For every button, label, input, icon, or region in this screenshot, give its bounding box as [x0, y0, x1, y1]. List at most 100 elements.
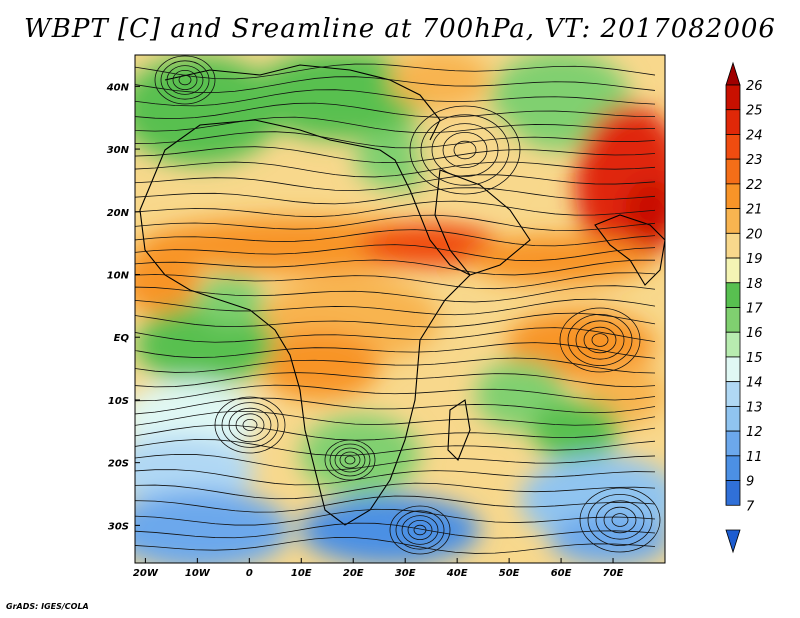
- streamline-vortex: [166, 65, 204, 95]
- colorbar-swatch: [725, 109, 741, 135]
- colorbar-swatch: [725, 183, 741, 210]
- streamline-vortex: [431, 123, 499, 177]
- streamline-vortex: [329, 443, 371, 477]
- streamline-vortex: [442, 131, 488, 168]
- streamline: [135, 187, 656, 205]
- map-frame: [134, 54, 666, 564]
- colorbar-label: 17: [746, 302, 763, 317]
- colorbar-label: 19: [746, 252, 763, 267]
- x-tick-label: 0: [246, 568, 253, 579]
- colorbar: 26 25 24 23 22 21 20 19 18 17 16 15 14 13 12 11 9 7: [725, 61, 763, 554]
- x-tick-label: 30E: [395, 568, 416, 579]
- streamline: [135, 89, 656, 107]
- colorbar-label: 20: [746, 227, 763, 242]
- x-axis: 20W 10W 0 10E 20E 30E 40E 50E 60E 70E: [133, 558, 624, 579]
- x-tick-label: 20E: [343, 568, 364, 579]
- streamline-vortex: [178, 74, 192, 86]
- africa-coastline: [139, 119, 471, 526]
- x-tick-label: 70E: [603, 568, 624, 579]
- colorbar-swatch: [725, 307, 741, 333]
- colorbar-label: 9: [746, 475, 754, 490]
- streamline: [135, 116, 656, 134]
- colorbar-swatch: [725, 529, 741, 554]
- streamline-vortex: [324, 439, 376, 481]
- streamline-vortex: [413, 524, 427, 536]
- x-tick-label: 40E: [446, 568, 468, 579]
- streamline: [135, 174, 656, 192]
- colorbar-swatch: [725, 405, 741, 432]
- streamline-vortex: [579, 487, 661, 553]
- colorbar-swatch: [725, 232, 741, 259]
- streamline: [135, 327, 656, 343]
- streamline-vortex: [453, 140, 477, 160]
- colorbar-label: 21: [746, 203, 763, 218]
- colorbar-label: 15: [746, 351, 763, 366]
- colorbar-swatch: [725, 208, 741, 234]
- streamline-vortex: [575, 320, 625, 360]
- colorbar-label: 18: [746, 277, 763, 292]
- colorbar-label: 11: [746, 450, 763, 465]
- streamline: [135, 272, 656, 290]
- streamline-vortex: [611, 513, 629, 527]
- streamline-vortex: [389, 505, 451, 555]
- colorbar-label: 22: [746, 178, 763, 193]
- streamline: [135, 397, 656, 415]
- y-axis: 40N 30N 20N 10N EQ 10S 20S 30S: [106, 82, 140, 532]
- streamline-vortex: [339, 451, 361, 469]
- streamline: [135, 102, 656, 120]
- streamline: [135, 537, 656, 554]
- streamline-vortex: [401, 515, 439, 545]
- streamline: [135, 410, 656, 426]
- streamline: [135, 214, 656, 232]
- streamline-vortex: [344, 455, 356, 465]
- streamline-vortex: [172, 70, 198, 91]
- europe-coastline: [164, 64, 441, 141]
- y-tick-label: EQ: [114, 333, 130, 344]
- colorbar-label: 12: [746, 425, 763, 440]
- arabia-coastline: [434, 169, 531, 276]
- streamline-vortex: [242, 418, 258, 431]
- streamline: [135, 508, 656, 526]
- x-tick-label: 10E: [291, 568, 312, 579]
- y-tick-label: 20N: [107, 208, 130, 219]
- streamline: [135, 384, 656, 402]
- colorbar-swatch: [725, 158, 741, 185]
- streamline-vortex: [587, 493, 653, 546]
- colorbar-swatch: [725, 257, 741, 284]
- colorbar-label: 25: [746, 104, 763, 119]
- streamline: [135, 131, 656, 149]
- streamline-vortex: [591, 333, 609, 347]
- streamline-vortex: [160, 60, 210, 100]
- x-tick-label: 60E: [551, 568, 572, 579]
- x-tick-label: 50E: [499, 568, 520, 579]
- streamline-vortex: [603, 506, 637, 534]
- y-tick-label: 10S: [108, 396, 129, 407]
- colorbar-swatch: [725, 84, 741, 111]
- streamline: [135, 285, 656, 303]
- streamline-vortex: [409, 105, 521, 195]
- colorbar-swatch: [725, 134, 741, 160]
- streamline: [135, 229, 656, 247]
- streamline: [135, 161, 656, 178]
- streamline-vortex: [595, 500, 645, 540]
- streamline: [135, 298, 656, 316]
- y-tick-label: 40N: [106, 82, 130, 93]
- colorbar-swatch: [725, 282, 741, 308]
- colorbar-swatch: [725, 331, 741, 358]
- grads-credit: GrADS: IGES/COLA: [6, 602, 89, 611]
- streamline: [135, 63, 656, 80]
- streamlines: [135, 55, 661, 555]
- y-tick-label: 30S: [108, 521, 129, 532]
- colorbar-swatch: [725, 61, 741, 86]
- x-tick-label: 10W: [185, 568, 211, 579]
- madagascar-coastline: [447, 399, 471, 461]
- streamline-vortex: [420, 114, 510, 186]
- y-tick-label: 10N: [107, 271, 130, 282]
- streamline: [135, 495, 656, 513]
- streamline: [135, 200, 656, 218]
- colorbar-swatch: [725, 356, 741, 383]
- colorbar-label: 7: [746, 499, 755, 514]
- streamline: [135, 469, 656, 486]
- streamline: [135, 259, 656, 276]
- map-title: WBPT [C] and Sreamline at 700hPa, VT: 20…: [24, 14, 776, 44]
